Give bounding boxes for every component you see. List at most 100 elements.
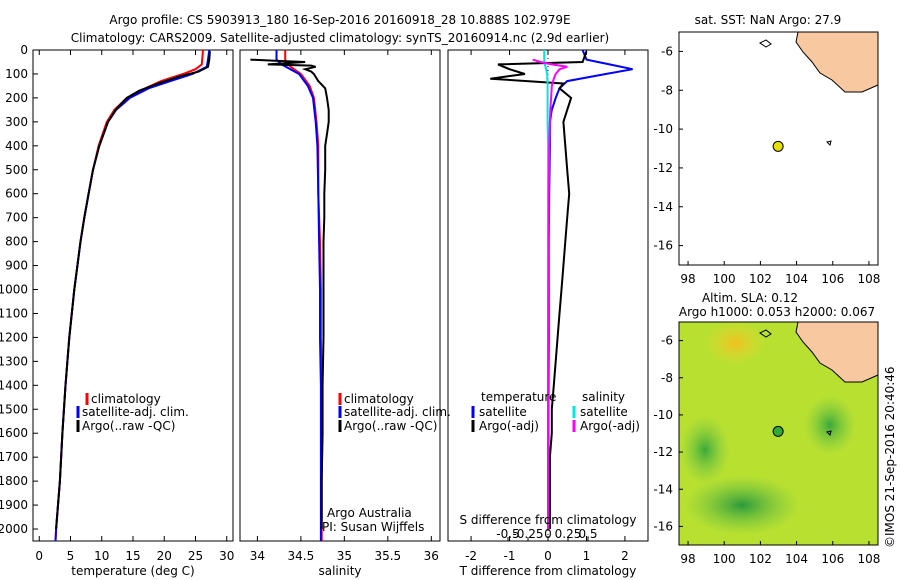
- legend-label-climatology: climatology: [91, 392, 161, 406]
- map-y-tick-label: -16: [653, 519, 673, 533]
- x2-tick-label: 0.5: [578, 527, 597, 541]
- island-outline: [759, 39, 772, 48]
- map-x-tick-label: 106: [821, 552, 844, 566]
- sla-high-anomaly: [705, 321, 765, 365]
- series-line-satellite-adj-clim-: [54, 49, 211, 542]
- series-line-argo-raw-qc-: [55, 51, 211, 530]
- y-tick-label: 1300: [0, 354, 28, 368]
- x-tick-label: 36: [424, 549, 439, 563]
- christmas-island: [826, 430, 832, 436]
- y-tick-label: 600: [5, 187, 28, 201]
- java-coast: [795, 31, 879, 93]
- series-line-t-argo-adj-: [490, 50, 588, 529]
- legend-label-s-argo: Argo(-adj): [580, 419, 640, 433]
- map-y-tick-label: -8: [661, 371, 673, 385]
- y-tick-label: 1700: [0, 450, 28, 464]
- y-tick-label: 400: [5, 139, 28, 153]
- y-tick-label: 1100: [0, 306, 28, 320]
- y-tick-label: 1000: [0, 283, 28, 297]
- map-x-tick-label: 98: [680, 552, 695, 566]
- x2-tick-label: 0: [544, 527, 552, 541]
- sla-map-points: [772, 425, 784, 437]
- temperature-axes-box: [32, 49, 234, 542]
- map-y-tick-label: -12: [653, 161, 673, 175]
- x-tick-label: 0: [35, 549, 43, 563]
- difference-lines: [490, 49, 633, 530]
- argo-position-marker: [772, 140, 784, 152]
- series-line-climatology: [54, 49, 204, 542]
- x-tick-label: 34: [250, 549, 265, 563]
- sla-map-title2: Argo h1000: 0.053 h2000: 0.067: [679, 305, 875, 319]
- sst-map-points: [772, 140, 784, 152]
- sla-map: Altim. SLA: 0.12 Argo h1000: 0.053 h2000…: [653, 291, 880, 566]
- map-y-tick-label: -16: [653, 239, 673, 253]
- map-x-tick-label: 100: [713, 552, 736, 566]
- legend-label-s-satellite: satellite: [580, 405, 628, 419]
- map-x-tick-label: 108: [858, 272, 881, 286]
- x-tick-label: 15: [125, 549, 140, 563]
- christmas-island: [826, 140, 832, 146]
- difference-legend: temperature salinity satellite Argo(-adj…: [471, 390, 640, 433]
- x2-tick-label: 0.25: [555, 527, 582, 541]
- salinity-panel: 34 34.5 35 35.5 36 salinity climatology sate…: [239, 49, 451, 578]
- y-tick-label: 100: [5, 67, 28, 81]
- legend-label-satellite: satellite-adj. clim.: [344, 405, 451, 419]
- map-x-tick-label: 104: [785, 272, 808, 286]
- x-tick-label: 30: [219, 549, 234, 563]
- legend-label-t-satellite: satellite: [479, 405, 527, 419]
- map-y-tick-label: -12: [653, 445, 673, 459]
- sst-map-y-ticks: -6 -8 -10 -12 -14 -16: [653, 44, 683, 253]
- sla-map-x-ticks: 98 100 102 104 106 108: [680, 541, 880, 566]
- y-tick-label: 500: [5, 163, 28, 177]
- sst-map-title: sat. SST: NaN Argo: 27.9: [695, 13, 842, 27]
- x-tick-label: 1: [583, 549, 591, 563]
- map-y-tick-label: -10: [653, 122, 673, 136]
- argo-position-marker: [772, 425, 784, 437]
- annotation-argo-australia: Argo Australia: [327, 506, 412, 520]
- legend-label-climatology: climatology: [344, 392, 414, 406]
- sla-map-y-ticks: -6 -8 -10 -12 -14 -16: [653, 334, 683, 533]
- header-line2: Climatology: CARS2009. Satellite-adjuste…: [71, 31, 609, 45]
- y-tick-label: 1500: [0, 402, 28, 416]
- y-tick-label: 1800: [0, 474, 28, 488]
- sst-map: sat. SST: NaN Argo: 27.9 98 100 102 104 106 1…: [653, 13, 880, 286]
- y-tick-label: 2000: [0, 522, 28, 536]
- map-x-tick-label: 98: [680, 272, 695, 286]
- sla-low-anomaly: [684, 475, 800, 535]
- difference-panel: -2 -1 0 1 2 -0.5-0.25 0 0.250.5 T difference f…: [447, 49, 649, 578]
- y-tick-label: 700: [5, 211, 28, 225]
- y-tick-label: 1600: [0, 426, 28, 440]
- salinity-x-ticks: 34 34.5 35 35.5 36: [250, 50, 439, 563]
- salinity-legend: climatology satellite-adj. clim. Argo(..…: [338, 392, 451, 433]
- map-x-tick-label: 100: [713, 272, 736, 286]
- credit: ©IMOS 21-Sep-2016 20:40:46: [883, 366, 897, 548]
- y-tick-label: 900: [5, 259, 28, 273]
- legend-label-t-argo: Argo(-adj): [479, 419, 539, 433]
- temperature-lines: [54, 49, 211, 542]
- map-y-tick-label: -6: [661, 44, 673, 58]
- temperature-panel: 0 5 10 15 20 25 30 0 100 200 300 400 500 600 700 800 90…: [0, 43, 234, 578]
- x-tick-label: 10: [94, 549, 109, 563]
- legend-header-temperature: temperature: [481, 390, 556, 404]
- temperature-xlabel: temperature (deg C): [71, 564, 194, 578]
- series-line-argo-raw-qc-: [250, 58, 330, 529]
- x2-tick-label: -0.25: [512, 527, 543, 541]
- legend-label-argo: Argo(..raw -QC): [82, 419, 175, 433]
- annotation-pi: PI: Susan Wijffels: [322, 520, 424, 534]
- difference-xlabel2: S difference from climatology: [460, 513, 637, 527]
- x-tick-label: 5: [67, 549, 75, 563]
- x-tick-label: 20: [157, 549, 172, 563]
- legend-label-satellite: satellite-adj. clim.: [82, 405, 189, 419]
- x-tick-label: 0: [544, 549, 552, 563]
- island-outline: [759, 329, 772, 338]
- y-tick-label: 800: [5, 235, 28, 249]
- x-tick-label: -1: [504, 549, 516, 563]
- map-x-tick-label: 102: [749, 552, 772, 566]
- salinity-xlabel: salinity: [318, 564, 361, 578]
- y-tick-label: 0: [20, 43, 28, 57]
- y-tick-label: 1900: [0, 498, 28, 512]
- y-tick-label: 300: [5, 115, 28, 129]
- difference-xlabel: T difference from climatology: [459, 564, 637, 578]
- sla-low-anomaly-2: [804, 395, 856, 455]
